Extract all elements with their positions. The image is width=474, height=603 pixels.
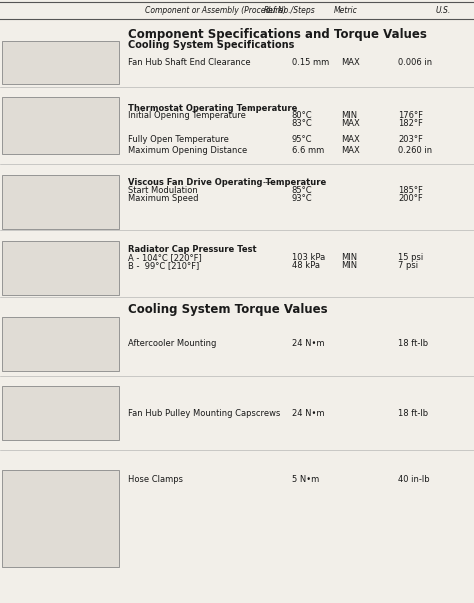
Text: Viscous Fan Drive Operating Temperature: Viscous Fan Drive Operating Temperature bbox=[128, 178, 326, 188]
Text: 103 kPa: 103 kPa bbox=[292, 253, 325, 262]
Text: 7 psi: 7 psi bbox=[398, 261, 418, 270]
Text: 176°F: 176°F bbox=[398, 111, 423, 120]
Text: MAX: MAX bbox=[341, 136, 360, 144]
Text: Hose Clamps: Hose Clamps bbox=[128, 475, 183, 484]
Text: 93°C: 93°C bbox=[292, 194, 312, 203]
Text: Radiator Cap Pressure Test: Radiator Cap Pressure Test bbox=[128, 245, 256, 254]
Text: 182°F: 182°F bbox=[398, 119, 423, 128]
Text: 83°C: 83°C bbox=[292, 119, 312, 128]
Text: Ref.No./Steps: Ref.No./Steps bbox=[264, 6, 316, 15]
Text: 200°F: 200°F bbox=[398, 194, 423, 203]
Text: A - 104°C [220°F]: A - 104°C [220°F] bbox=[128, 253, 202, 262]
Text: 6.6 mm: 6.6 mm bbox=[292, 147, 324, 155]
Text: ---: --- bbox=[263, 178, 272, 188]
Text: 18 ft-lb: 18 ft-lb bbox=[398, 339, 428, 348]
Text: 18 ft-lb: 18 ft-lb bbox=[398, 409, 428, 417]
Text: Component Specifications and Torque Values: Component Specifications and Torque Valu… bbox=[128, 28, 427, 42]
FancyBboxPatch shape bbox=[2, 386, 118, 440]
Text: Component or Assembly (Procedure): Component or Assembly (Procedure) bbox=[145, 6, 286, 15]
Text: 5 N•m: 5 N•m bbox=[292, 475, 319, 484]
FancyBboxPatch shape bbox=[2, 317, 118, 371]
Text: Metric: Metric bbox=[334, 6, 358, 15]
Text: 40 in-lb: 40 in-lb bbox=[398, 475, 430, 484]
Text: MIN: MIN bbox=[341, 261, 357, 270]
Text: 85°C: 85°C bbox=[292, 186, 312, 195]
FancyBboxPatch shape bbox=[2, 470, 118, 567]
Text: 15 psi: 15 psi bbox=[398, 253, 423, 262]
Text: Fully Open Temperature: Fully Open Temperature bbox=[128, 136, 229, 144]
Text: Cooling System Torque Values: Cooling System Torque Values bbox=[128, 303, 328, 317]
Text: Fan Hub Shaft End Clearance: Fan Hub Shaft End Clearance bbox=[128, 58, 251, 67]
Text: Initial Opening Temperature: Initial Opening Temperature bbox=[128, 111, 246, 120]
Text: MAX: MAX bbox=[341, 147, 360, 155]
Text: 0.260 in: 0.260 in bbox=[398, 147, 432, 155]
FancyBboxPatch shape bbox=[2, 41, 118, 84]
Text: 0.006 in: 0.006 in bbox=[398, 58, 432, 67]
Text: 203°F: 203°F bbox=[398, 136, 423, 144]
FancyBboxPatch shape bbox=[2, 175, 118, 229]
Text: Fan Hub Pulley Mounting Capscrews: Fan Hub Pulley Mounting Capscrews bbox=[128, 409, 280, 417]
Text: 24 N•m: 24 N•m bbox=[292, 409, 324, 417]
Text: 80°C: 80°C bbox=[292, 111, 312, 120]
Text: MAX: MAX bbox=[341, 58, 360, 67]
Text: MIN: MIN bbox=[341, 111, 357, 120]
Text: Aftercooler Mounting: Aftercooler Mounting bbox=[128, 339, 216, 348]
Text: Cooling System Specifications: Cooling System Specifications bbox=[128, 40, 294, 51]
Text: 185°F: 185°F bbox=[398, 186, 423, 195]
Text: Maximum Opening Distance: Maximum Opening Distance bbox=[128, 147, 247, 155]
FancyBboxPatch shape bbox=[2, 241, 118, 295]
Text: Maximum Speed: Maximum Speed bbox=[128, 194, 199, 203]
Text: U.S.: U.S. bbox=[436, 6, 451, 15]
FancyBboxPatch shape bbox=[2, 96, 118, 154]
Text: 24 N•m: 24 N•m bbox=[292, 339, 324, 348]
Text: B -  99°C [210°F]: B - 99°C [210°F] bbox=[128, 261, 199, 270]
Text: 48 kPa: 48 kPa bbox=[292, 261, 319, 270]
Text: 0.15 mm: 0.15 mm bbox=[292, 58, 329, 67]
Text: Thermostat Operating Temperature: Thermostat Operating Temperature bbox=[128, 104, 297, 113]
Text: MIN: MIN bbox=[341, 253, 357, 262]
Text: MAX: MAX bbox=[341, 119, 360, 128]
Text: Start Modulation: Start Modulation bbox=[128, 186, 198, 195]
Text: 95°C: 95°C bbox=[292, 136, 312, 144]
